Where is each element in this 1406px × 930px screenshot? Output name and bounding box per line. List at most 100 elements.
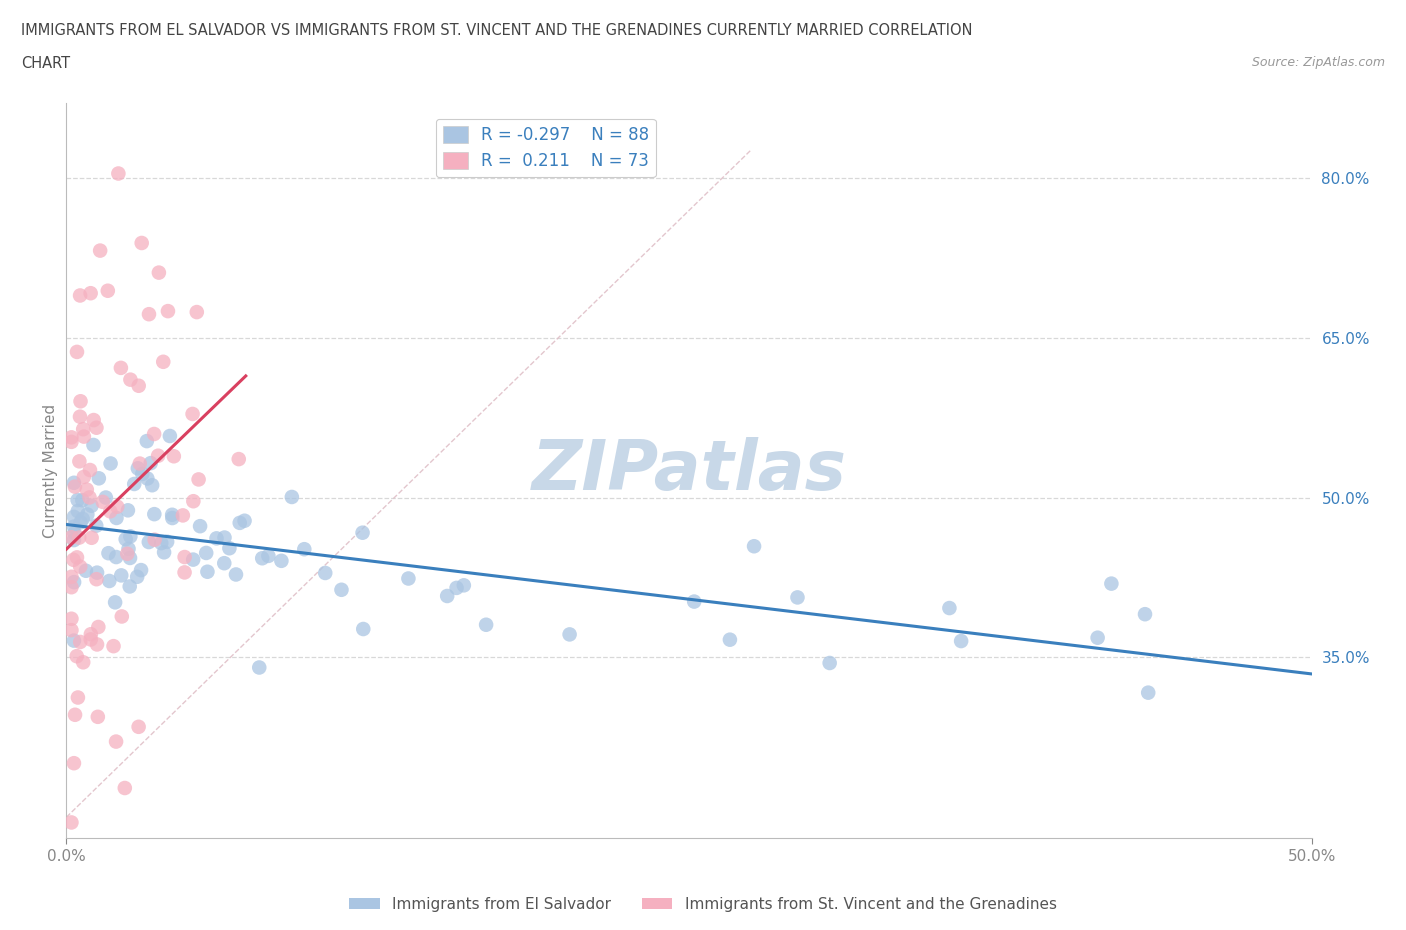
Point <box>475 618 498 632</box>
Point <box>138 535 160 550</box>
Point <box>105 550 128 565</box>
Point <box>60 434 83 449</box>
Point <box>146 448 169 463</box>
Point <box>63 510 86 525</box>
Point <box>75 564 97 578</box>
Point <box>114 532 136 547</box>
Point <box>98 504 121 519</box>
Point <box>105 734 128 749</box>
Point <box>67 454 90 469</box>
Point <box>214 556 236 571</box>
Point <box>436 589 458 604</box>
Point <box>148 265 170 280</box>
Point <box>252 551 274 565</box>
Point <box>141 478 163 493</box>
Point <box>69 515 91 530</box>
Point <box>80 498 103 513</box>
Point <box>228 452 250 467</box>
Point <box>60 815 83 830</box>
Point <box>195 546 218 561</box>
Point <box>104 595 127 610</box>
Point <box>72 493 94 508</box>
Point <box>150 536 173 551</box>
Point <box>69 634 91 649</box>
Point <box>128 456 150 471</box>
Point <box>128 379 150 393</box>
Text: CHART: CHART <box>21 56 70 71</box>
Point <box>120 529 142 544</box>
Point <box>67 530 90 545</box>
Point <box>1133 606 1156 621</box>
Point <box>136 472 159 486</box>
Point <box>127 461 149 476</box>
Point <box>396 571 419 586</box>
Point <box>66 690 89 705</box>
Point <box>97 284 120 299</box>
Point <box>76 507 98 522</box>
Point <box>72 512 94 526</box>
Point <box>143 507 166 522</box>
Point <box>69 409 91 424</box>
Point <box>129 563 152 578</box>
Point <box>91 495 114 510</box>
Point <box>117 546 139 561</box>
Point <box>446 580 468 595</box>
Point <box>60 430 83 445</box>
Point <box>118 551 141 565</box>
Point <box>103 639 125 654</box>
Point <box>80 632 103 647</box>
Point <box>73 429 96 444</box>
Point <box>159 429 181 444</box>
Y-axis label: Currently Married: Currently Married <box>44 404 58 538</box>
Point <box>247 660 270 675</box>
Point <box>181 552 204 567</box>
Point <box>786 590 808 604</box>
Point <box>1137 685 1160 700</box>
Point <box>128 720 150 735</box>
Point <box>160 508 183 523</box>
Point <box>60 569 83 584</box>
Point <box>69 288 91 303</box>
Point <box>66 550 89 565</box>
Point <box>183 494 205 509</box>
Point <box>120 372 142 387</box>
Point <box>187 472 209 487</box>
Point <box>205 531 228 546</box>
Point <box>152 354 174 369</box>
Point <box>110 361 132 376</box>
Point <box>173 565 195 579</box>
Point <box>117 541 139 556</box>
Text: Source: ZipAtlas.com: Source: ZipAtlas.com <box>1251 56 1385 69</box>
Point <box>181 406 204 421</box>
Point <box>87 471 110 485</box>
Point <box>63 479 86 494</box>
Point <box>453 578 475 592</box>
Point <box>83 413 105 428</box>
Point <box>173 550 195 565</box>
Point <box>80 530 103 545</box>
Point <box>63 525 86 540</box>
Point <box>72 655 94 670</box>
Point <box>818 656 841 671</box>
Point <box>143 427 166 442</box>
Point <box>225 567 247 582</box>
Point <box>66 493 89 508</box>
Point <box>86 420 108 435</box>
Point <box>950 633 973 648</box>
Point <box>66 344 89 359</box>
Point <box>131 467 153 482</box>
Point <box>110 568 132 583</box>
Point <box>66 503 89 518</box>
Point <box>69 393 91 408</box>
Point <box>118 579 141 594</box>
Point <box>87 619 110 634</box>
Point <box>86 637 108 652</box>
Point <box>100 456 122 471</box>
Point <box>105 511 128 525</box>
Point <box>257 549 280 564</box>
Point <box>135 433 157 448</box>
Point <box>270 553 292 568</box>
Point <box>156 535 179 550</box>
Point <box>330 582 353 597</box>
Point <box>718 632 741 647</box>
